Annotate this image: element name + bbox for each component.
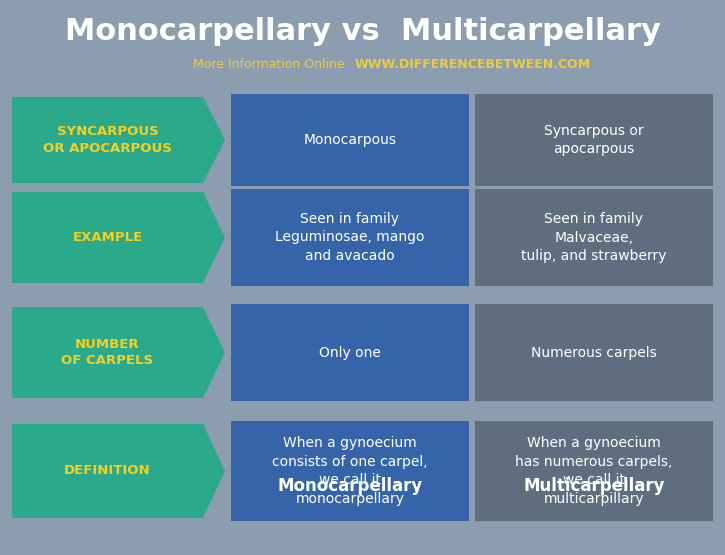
Text: Seen in family
Leguminosae, mango
and avacado: Seen in family Leguminosae, mango and av… <box>276 212 425 263</box>
FancyBboxPatch shape <box>475 467 713 505</box>
Text: Only one: Only one <box>319 346 381 360</box>
Text: Monocarpellary vs  Multicarpellary: Monocarpellary vs Multicarpellary <box>65 18 660 47</box>
Polygon shape <box>12 192 225 283</box>
Text: NUMBER
OF CARPELS: NUMBER OF CARPELS <box>62 338 154 367</box>
Text: When a gynoecium
has numerous carpels,
we call it
multicarpillary: When a gynoecium has numerous carpels, w… <box>515 436 673 506</box>
Text: Monocarpous: Monocarpous <box>304 133 397 147</box>
Polygon shape <box>12 307 225 398</box>
FancyBboxPatch shape <box>231 94 469 186</box>
Text: More Information Online: More Information Online <box>193 58 352 72</box>
Text: Monocarpellary: Monocarpellary <box>278 477 423 495</box>
FancyBboxPatch shape <box>475 304 713 401</box>
Polygon shape <box>12 424 225 518</box>
Text: Seen in family
Malvaceae,
tulip, and strawberry: Seen in family Malvaceae, tulip, and str… <box>521 212 667 263</box>
Polygon shape <box>12 97 225 183</box>
Text: EXAMPLE: EXAMPLE <box>72 231 143 244</box>
Text: When a gynoecium
consists of one carpel,
we call it
monocarpellary: When a gynoecium consists of one carpel,… <box>272 436 428 506</box>
FancyBboxPatch shape <box>231 467 469 505</box>
FancyBboxPatch shape <box>475 189 713 286</box>
FancyBboxPatch shape <box>231 189 469 286</box>
FancyBboxPatch shape <box>475 94 713 186</box>
Text: Syncarpous or
apocarpous: Syncarpous or apocarpous <box>544 124 644 156</box>
Text: WWW.DIFFERENCEBETWEEN.COM: WWW.DIFFERENCEBETWEEN.COM <box>355 58 590 72</box>
Text: Multicarpellary: Multicarpellary <box>523 477 665 495</box>
FancyBboxPatch shape <box>231 421 469 521</box>
Text: DEFINITION: DEFINITION <box>65 465 151 477</box>
FancyBboxPatch shape <box>475 421 713 521</box>
FancyBboxPatch shape <box>231 304 469 401</box>
Text: Numerous carpels: Numerous carpels <box>531 346 657 360</box>
Text: SYNCARPOUS
OR APOCARPOUS: SYNCARPOUS OR APOCARPOUS <box>43 125 172 155</box>
